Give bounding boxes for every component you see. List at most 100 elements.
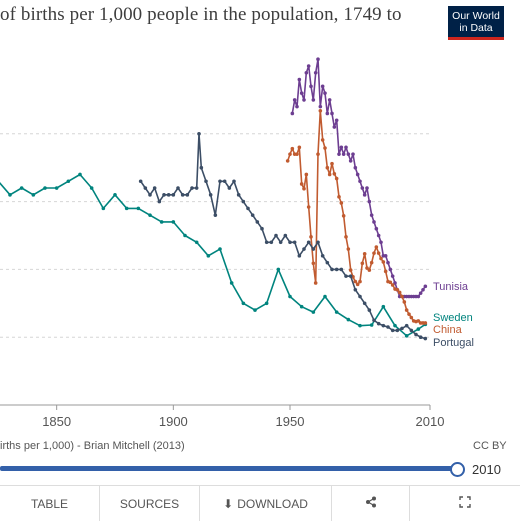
data-point-portugal	[274, 233, 278, 238]
share-button[interactable]	[332, 486, 410, 521]
data-point-portugal	[176, 186, 180, 190]
data-point-sweden	[299, 304, 304, 309]
data-point-sweden	[404, 334, 409, 338]
data-point-tunisia	[351, 152, 355, 156]
data-point-portugal	[185, 193, 190, 197]
data-point-portugal	[395, 328, 400, 333]
fullscreen-button[interactable]	[410, 486, 520, 521]
data-point-sweden	[264, 301, 269, 306]
data-point-portugal	[152, 186, 157, 190]
data-point-china	[397, 290, 402, 295]
data-point-portugal	[222, 179, 227, 184]
data-point-tunisia	[341, 152, 346, 156]
chart-title: of births per 1,000 people in the popula…	[0, 4, 402, 25]
data-point-tunisia	[416, 294, 421, 299]
data-point-china	[353, 279, 358, 284]
series-line-sweden	[0, 173, 426, 337]
data-point-sweden	[101, 206, 106, 211]
data-point-portugal	[400, 326, 404, 331]
data-point-portugal	[166, 193, 171, 197]
data-point-portugal	[232, 179, 236, 184]
data-point-china	[337, 195, 341, 199]
data-point-portugal	[316, 240, 320, 245]
data-point-china	[400, 294, 404, 299]
data-point-portugal	[208, 193, 213, 197]
line-chart: 1850 1900 1950 2010 Tunisia SwedenChinaPortug…	[0, 57, 474, 429]
data-point-tunisia	[346, 152, 351, 156]
data-point-china	[325, 165, 330, 170]
data-point-china	[302, 186, 306, 191]
timeline-handle[interactable]	[450, 462, 465, 477]
data-point-sweden	[113, 193, 117, 197]
data-point-tunisia	[344, 145, 348, 150]
logo-line-1: Our World	[452, 10, 500, 22]
data-point-china	[318, 108, 323, 113]
data-point-sweden	[31, 193, 36, 197]
data-point-portugal	[372, 318, 376, 323]
data-point-sweden	[19, 186, 24, 190]
timeline-track[interactable]	[0, 466, 458, 471]
data-point-tunisia	[390, 274, 395, 278]
data-point-sweden	[334, 310, 339, 314]
data-point-tunisia	[290, 111, 295, 116]
data-point-portugal	[218, 179, 222, 184]
data-point-portugal	[334, 267, 339, 272]
data-point-sweden	[194, 240, 199, 245]
data-point-sweden	[66, 179, 71, 184]
data-point-portugal	[143, 186, 148, 190]
data-point-sweden	[136, 206, 141, 211]
data-point-portugal	[306, 240, 311, 245]
data-point-china	[379, 256, 383, 261]
data-point-china	[295, 152, 299, 156]
data-point-china	[311, 261, 316, 266]
tab-sources[interactable]: SOURCES	[100, 486, 200, 521]
data-point-tunisia	[365, 186, 369, 190]
data-point-china	[285, 159, 290, 163]
data-point-portugal	[260, 226, 264, 231]
source-note[interactable]: irths per 1,000) - Brian Mitchell (2013)	[0, 440, 185, 452]
data-point-tunisia	[348, 159, 353, 163]
download-icon: ⬇	[223, 496, 234, 511]
data-point-china	[372, 251, 376, 255]
data-point-china	[290, 146, 295, 151]
data-point-china	[304, 172, 309, 177]
data-point-china	[374, 245, 379, 249]
x-tick-label: 2010	[416, 414, 445, 429]
data-point-tunisia	[379, 240, 383, 245]
data-point-sweden	[369, 323, 374, 327]
data-point-sweden	[381, 304, 386, 309]
data-point-china	[355, 282, 360, 287]
tab-download[interactable]: ⬇ DOWNLOAD	[200, 486, 332, 521]
data-point-portugal	[423, 336, 428, 341]
x-tick-label: 1850	[42, 414, 71, 429]
tab-table[interactable]: TABLE	[0, 486, 100, 521]
series-label-portugal: Portugal	[433, 337, 474, 349]
data-point-tunisia	[358, 179, 362, 184]
bottom-tab-bar: TABLE SOURCES ⬇ DOWNLOAD	[0, 485, 520, 521]
data-point-china	[297, 145, 302, 150]
owid-logo[interactable]: Our World in Data	[448, 6, 504, 40]
x-tick-label: 1900	[159, 414, 188, 429]
license-label[interactable]: CC BY	[473, 440, 507, 452]
data-point-portugal	[204, 179, 208, 184]
data-point-tunisia	[355, 172, 360, 177]
data-point-sweden	[43, 186, 47, 190]
data-point-sweden	[323, 294, 327, 299]
data-point-portugal	[418, 335, 423, 340]
data-point-portugal	[409, 328, 414, 333]
data-point-sweden	[311, 310, 316, 314]
data-point-china	[404, 308, 409, 312]
data-point-china	[367, 268, 372, 272]
data-point-tunisia	[304, 70, 309, 75]
series-label-china: China	[433, 324, 463, 336]
data-point-china	[376, 251, 381, 255]
data-point-portugal	[376, 321, 381, 326]
data-point-portugal	[288, 240, 292, 245]
data-point-china	[330, 161, 334, 166]
data-point-tunisia	[295, 104, 299, 109]
data-point-china	[407, 312, 411, 316]
data-point-tunisia	[323, 91, 327, 95]
data-point-portugal	[390, 328, 395, 333]
data-point-sweden	[148, 213, 152, 217]
data-point-portugal	[213, 213, 218, 217]
